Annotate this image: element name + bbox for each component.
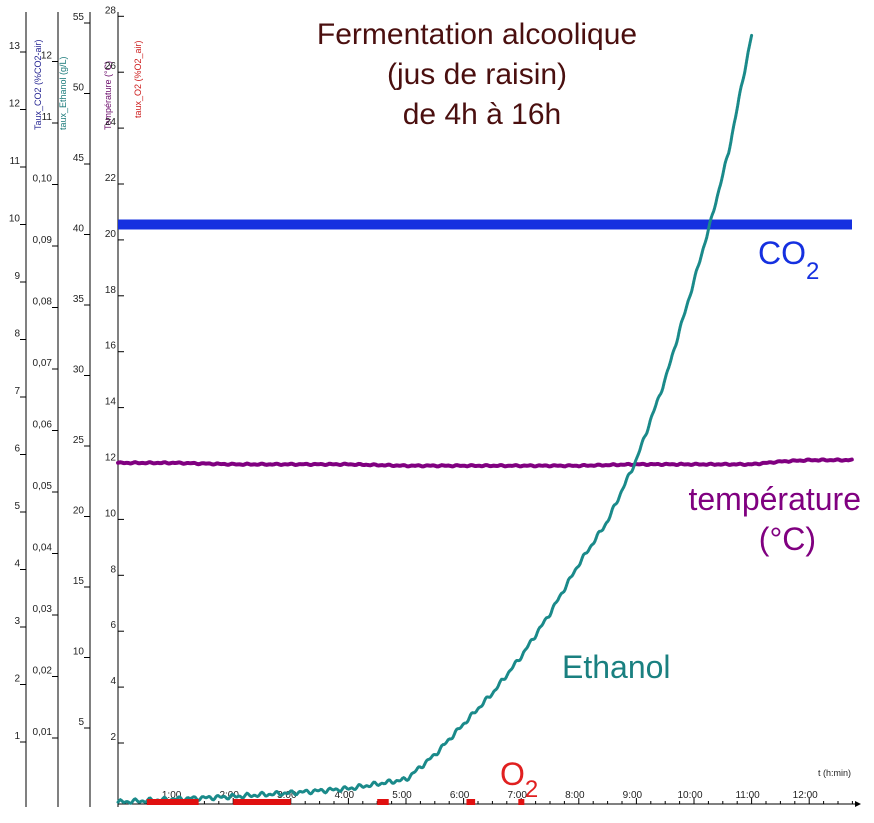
- y-tick-label: 22: [105, 173, 117, 184]
- series-o2: [146, 799, 525, 805]
- x-axis-arrow: [855, 801, 861, 807]
- y-tick-label: 10: [9, 214, 21, 225]
- y-tick-label: 26: [105, 61, 117, 72]
- y-tick-label: 0,04: [33, 543, 53, 554]
- y-tick-label: 0,02: [33, 666, 53, 677]
- x-axis-label: t (h:min): [818, 768, 851, 778]
- x-tick-label: 3:00: [277, 790, 297, 801]
- y-tick-label: 2: [110, 732, 116, 743]
- series-line: [116, 457, 854, 469]
- y-tick-label: 4: [110, 676, 116, 687]
- chart-title: Fermentation alcoolique (jus de raisin) …: [317, 18, 637, 131]
- x-tick-label: 5:00: [392, 790, 412, 801]
- y-tick-label: 0,01: [33, 727, 53, 738]
- y-axis-title: taux_Ethanol (g/L): [58, 56, 68, 130]
- x-tick-label: 11:00: [735, 790, 760, 801]
- y-tick-label: 13: [9, 41, 21, 52]
- y-tick-label: 20: [105, 229, 117, 240]
- y-tick-label: 0,09: [33, 235, 53, 246]
- annotation-co2: CO2: [758, 235, 819, 285]
- y-tick-label: 10: [105, 508, 117, 519]
- y-tick-label: 24: [105, 117, 117, 128]
- y-tick-label: 55: [73, 12, 85, 23]
- y-tick-label: 35: [73, 294, 85, 305]
- series-temp-rature-c-: [116, 457, 854, 469]
- y-tick-label: 4: [14, 559, 20, 570]
- o2-point: [377, 799, 389, 805]
- y-tick-label: 18: [105, 285, 117, 296]
- series-line: [116, 33, 754, 805]
- x-tick-label: 12:00: [793, 790, 818, 801]
- y-tick-label: 5: [78, 717, 84, 728]
- x-tick-label: 8:00: [565, 790, 585, 801]
- y-tick-label: 12: [105, 453, 117, 464]
- y-tick-label: 9: [14, 271, 20, 282]
- y-tick-label: 20: [73, 506, 85, 517]
- y-tick-label: 7: [14, 386, 20, 397]
- series-layer: [116, 33, 854, 805]
- y-tick-label: 15: [73, 576, 85, 587]
- y-tick-label: 0,05: [33, 481, 53, 492]
- x-tick-label: 9:00: [623, 790, 643, 801]
- annotation-o2: O2: [500, 756, 538, 803]
- y-tick-label: 45: [73, 153, 85, 164]
- annotations: CO2 température (°C) Ethanol O2: [500, 235, 861, 803]
- title-line-1: Fermentation alcoolique: [317, 18, 637, 51]
- x-tick-label: 4:00: [335, 790, 355, 801]
- y-axis-2: 0,01 0,02 0,03 0,04 0,05 0,06 0,07 0,08 0,09 0,10…: [33, 12, 68, 807]
- title-line-3: de 4h à 16h: [403, 98, 561, 131]
- y-tick-label: 14: [105, 397, 117, 408]
- y-tick-label: 12: [41, 51, 53, 62]
- y-tick-label: 6: [110, 620, 116, 631]
- x-tick-label: 6:00: [450, 790, 470, 801]
- y-tick-label: 0,07: [33, 358, 53, 369]
- annotation-ethanol: Ethanol: [562, 649, 671, 685]
- y-tick-label: 0,03: [33, 604, 53, 615]
- x-tick-label: 10:00: [677, 790, 702, 801]
- title-line-2: (jus de raisin): [387, 58, 567, 91]
- x-tick-label: 7:00: [507, 790, 527, 801]
- y-tick-label: 11: [10, 156, 21, 167]
- y-tick-label: 0,08: [33, 297, 53, 308]
- y-axis-3: 5 10 15 20 25 30 35 40 45 50 55 Température (°C): [73, 12, 113, 807]
- y-axis-title: Taux_CO2 (%CO2-air): [33, 39, 43, 130]
- y-tick-label: 16: [105, 341, 117, 352]
- y-tick-label: 0,10: [33, 174, 53, 185]
- o2-point: [233, 799, 291, 805]
- y-tick-label: 50: [73, 83, 85, 94]
- y-tick-label: 25: [73, 435, 85, 446]
- series-ethanol: [116, 33, 754, 805]
- y-tick-label: 8: [14, 329, 20, 340]
- o2-point: [518, 799, 525, 805]
- y-tick-label: 2: [14, 674, 20, 685]
- y-tick-label: 10: [73, 647, 85, 658]
- y-tick-label: 30: [73, 365, 85, 376]
- y-tick-label: 8: [110, 564, 116, 575]
- y-tick-label: 40: [73, 224, 85, 235]
- y-tick-label: 5: [14, 501, 20, 512]
- o2-point: [466, 799, 476, 805]
- y-tick-label: 28: [105, 5, 117, 16]
- y-tick-label: 11: [42, 112, 53, 123]
- o2-point: [146, 799, 199, 805]
- x-tick-label: 1:00: [162, 790, 182, 801]
- annotation-temperature-unit: (°C): [759, 521, 816, 557]
- y-tick-label: 1: [14, 731, 20, 742]
- y-tick-label: 0,06: [33, 420, 53, 431]
- annotation-temperature: température: [688, 481, 861, 517]
- y-axis-title: taux_O2 (%O2_air): [133, 40, 143, 118]
- y-tick-label: 6: [14, 444, 20, 455]
- y-tick-label: 3: [14, 616, 20, 627]
- y-tick-label: 12: [9, 99, 21, 110]
- y-axis-title: Température (°C): [103, 61, 113, 130]
